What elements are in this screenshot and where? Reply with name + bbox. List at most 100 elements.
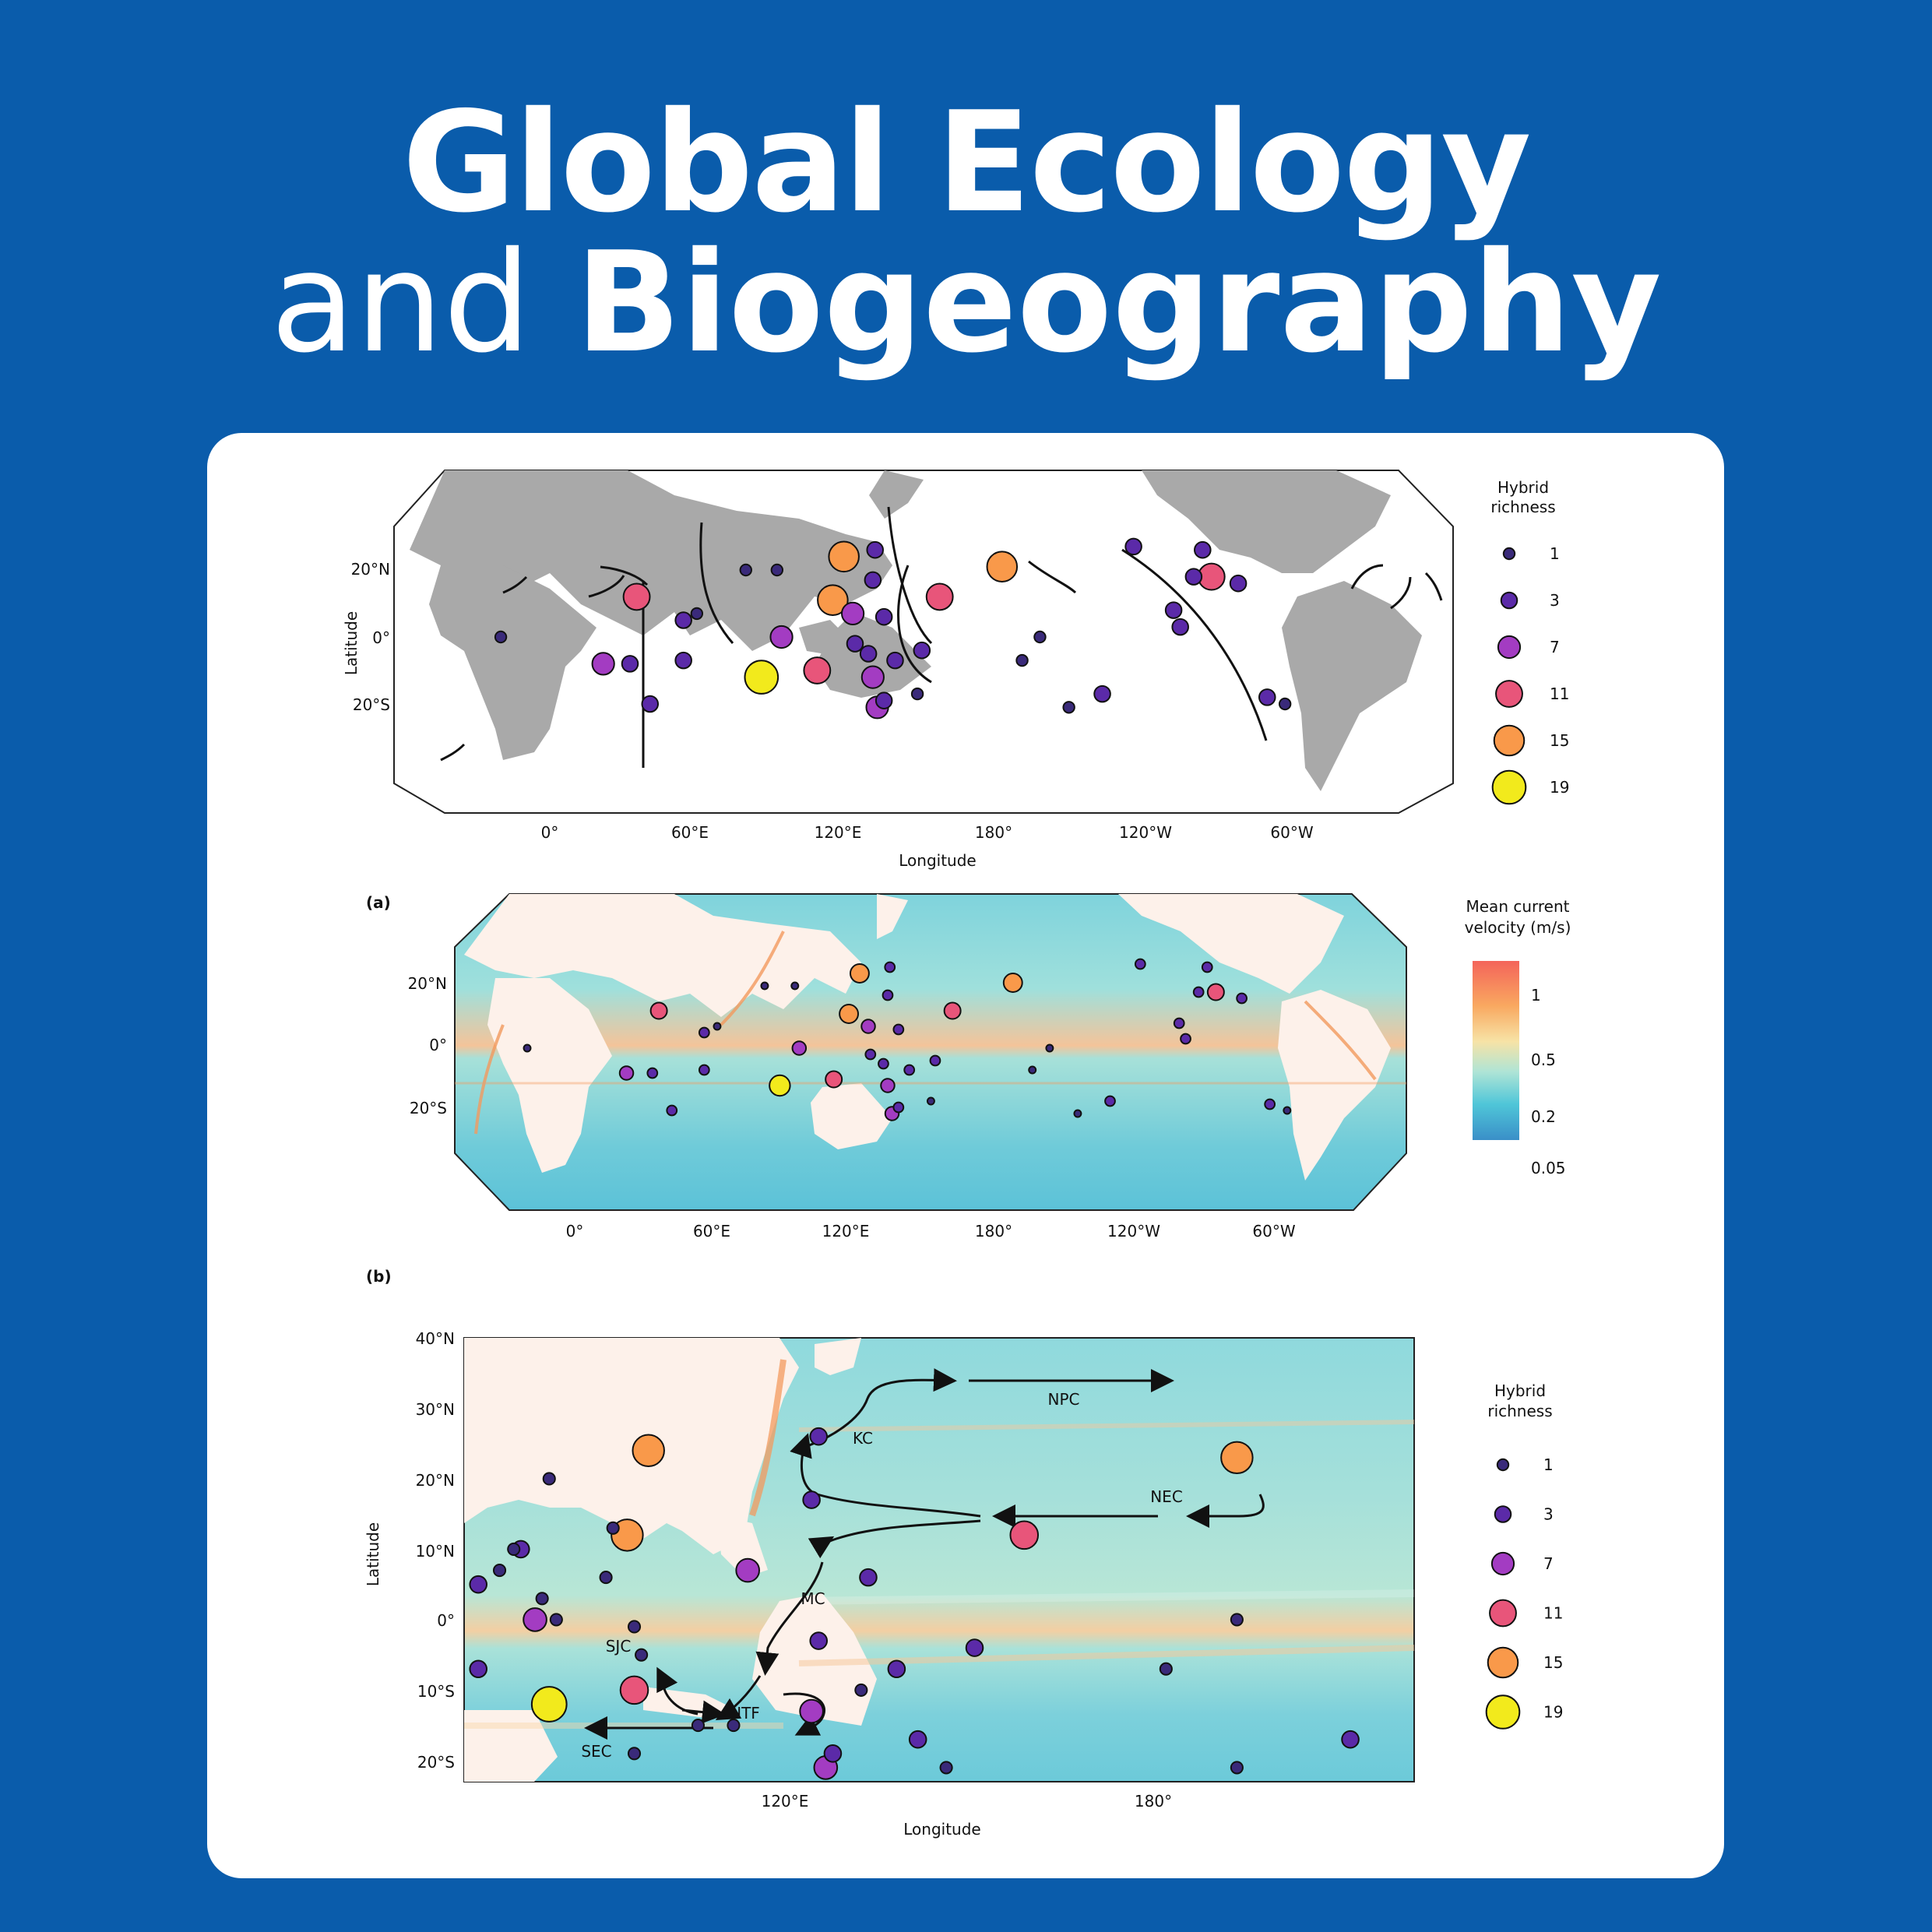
a-lon-0: 0° <box>566 1222 584 1240</box>
legend-swatch-1 <box>1496 1458 1510 1472</box>
panel-b-label: (b) <box>366 1267 392 1286</box>
b-legend-title-1: Hybrid <box>1494 1381 1546 1400</box>
journal-title-biogeography: Biogeography <box>575 222 1662 383</box>
map-point <box>1159 1662 1173 1676</box>
top-xlabel: Longitude <box>899 851 976 870</box>
land-masses <box>410 470 1422 791</box>
map-point <box>735 1557 760 1583</box>
legend-swatch-3 <box>1500 591 1519 610</box>
map-point <box>698 1026 710 1039</box>
b-ylabel: Latitude <box>364 1522 382 1586</box>
legend-swatch-15 <box>1493 724 1526 757</box>
mc-arrow <box>808 1519 981 1559</box>
map-point <box>854 1683 868 1697</box>
a-lon-60w: 60°W <box>1252 1222 1295 1240</box>
map-point <box>864 1048 877 1061</box>
top-lat-0: 0° <box>372 628 390 647</box>
map-point <box>1230 1761 1244 1775</box>
map-point <box>744 660 779 695</box>
legend-label-11: 11 <box>1550 684 1569 703</box>
map-point <box>1045 1043 1054 1053</box>
map-point <box>523 1043 532 1053</box>
map-point <box>913 641 931 660</box>
map-point <box>809 1631 829 1650</box>
map-point <box>875 692 893 709</box>
label-sec: SEC <box>581 1742 611 1761</box>
label-itf: ITF <box>737 1704 760 1723</box>
nec-to-kc-arrow <box>790 1433 981 1518</box>
legend-swatch-11 <box>1495 680 1523 708</box>
map-point <box>791 1040 808 1056</box>
map-point <box>884 961 896 973</box>
map-point <box>1009 1520 1040 1550</box>
b-lat-30n: 30°N <box>416 1400 455 1419</box>
map-point <box>621 655 639 673</box>
map-point <box>1028 1065 1037 1075</box>
nec-arrow-2 <box>1186 1494 1265 1528</box>
top-ylabel: Latitude <box>342 611 361 675</box>
map-point <box>632 1434 665 1467</box>
map-point <box>859 645 878 663</box>
a-lon-180: 180° <box>975 1222 1012 1240</box>
label-mc: MC <box>801 1589 825 1608</box>
panel-b: (b) <box>364 1267 1563 1839</box>
journal-title-line1: Global Ecology <box>402 82 1531 243</box>
panel-a-points <box>523 958 1292 1121</box>
colorbar-title-1: Mean current <box>1466 897 1570 916</box>
map-point <box>880 1078 896 1093</box>
map-point <box>769 625 794 649</box>
figure-card: Latitude 20°N 0° 20°S 0° 60°E 120°E 180°… <box>207 433 1724 1878</box>
map-point <box>903 1064 916 1076</box>
b-lon-180: 180° <box>1135 1792 1172 1811</box>
map-point <box>1184 568 1203 586</box>
map-point <box>535 1592 549 1606</box>
map-point <box>619 1675 649 1705</box>
map-point <box>926 1096 935 1106</box>
map-point <box>803 656 832 684</box>
map-point <box>825 1070 843 1089</box>
map-point <box>925 582 954 611</box>
legend-swatch-15 <box>1487 1646 1519 1679</box>
map-point <box>649 1001 668 1020</box>
map-point <box>641 695 660 713</box>
legend-label-15: 15 <box>1550 731 1569 750</box>
itf-loop-arrow <box>783 1692 825 1736</box>
map-point <box>713 1022 722 1031</box>
mc-down-arrow <box>755 1561 824 1676</box>
legend-swatch-7 <box>1490 1551 1515 1576</box>
legend-label-7: 7 <box>1550 638 1560 656</box>
legend-swatch-19 <box>1485 1694 1521 1730</box>
map-point <box>887 1659 906 1679</box>
map-point <box>1201 961 1213 973</box>
map-point <box>674 611 692 629</box>
map-point <box>549 1613 563 1627</box>
b-lat-20n: 20°N <box>416 1471 455 1490</box>
map-point <box>790 981 800 991</box>
map-point <box>1171 618 1189 636</box>
map-point <box>1192 986 1205 998</box>
map-point <box>892 1101 905 1114</box>
map-point <box>828 540 860 573</box>
panel-b-arrows <box>584 1368 1265 1740</box>
map-point <box>859 1568 878 1587</box>
legend-label-15: 15 <box>1543 1653 1563 1672</box>
colorbar-tick-005: 0.05 <box>1531 1159 1566 1177</box>
panel-a-currents <box>455 931 1406 1135</box>
map-point <box>691 1719 706 1733</box>
map-point <box>1220 1441 1254 1475</box>
legend-label-19: 19 <box>1543 1703 1563 1722</box>
map-point <box>1206 983 1225 1001</box>
map-point <box>939 1761 953 1775</box>
a-lon-120e: 120°E <box>822 1222 870 1240</box>
map-point <box>823 1744 843 1763</box>
map-point <box>986 551 1019 582</box>
map-point <box>769 1074 791 1097</box>
map-point <box>875 607 893 626</box>
map-point <box>839 1004 860 1024</box>
top-lon-60e: 60°E <box>671 823 709 842</box>
map-point <box>910 687 924 701</box>
map-point <box>1134 958 1146 970</box>
map-point <box>1124 537 1142 556</box>
map-point <box>494 630 508 644</box>
